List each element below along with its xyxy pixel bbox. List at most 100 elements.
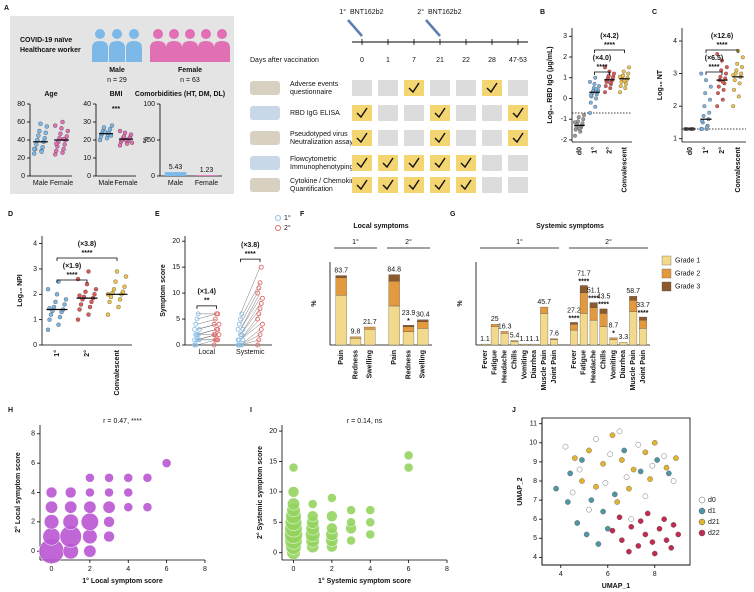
pair-line	[240, 303, 261, 335]
x-tick-label: 2°	[83, 350, 91, 357]
x-tick-label: 4	[559, 571, 563, 578]
y-tick-label: 8	[31, 431, 35, 438]
x-axis-title: UMAP_1	[602, 583, 631, 590]
y-tick-label: 9	[533, 459, 537, 466]
person-icon	[126, 41, 142, 62]
data-point	[77, 293, 82, 298]
x-tick-label: 2	[88, 566, 92, 573]
x-tick-label: Female	[195, 180, 218, 187]
data-point	[707, 110, 712, 115]
data-point	[122, 130, 128, 135]
x-tick-label: 6	[407, 566, 411, 573]
y-tick-label: 5	[533, 535, 537, 542]
data-point	[57, 314, 63, 320]
person-icon	[201, 29, 211, 39]
schedule-cell	[482, 177, 502, 193]
x-tick-label: 6	[165, 566, 169, 573]
fold-change: (×1.9)	[63, 263, 81, 270]
data-point	[708, 97, 712, 102]
legend-marker	[698, 529, 706, 537]
bar-segment	[639, 319, 647, 329]
data-point	[59, 126, 64, 131]
total-label: 33.7	[636, 302, 650, 309]
bubble	[327, 493, 337, 503]
legend-swatch	[661, 268, 672, 279]
check-mark	[408, 82, 420, 94]
y-tick-label: 3	[673, 70, 677, 77]
data-point	[116, 304, 121, 310]
data-point	[670, 522, 677, 528]
check-mark	[434, 179, 446, 191]
data-point	[60, 150, 65, 155]
fold-change: (×6.5)	[705, 55, 723, 62]
data-point	[63, 297, 69, 302]
total-label: 84.8	[387, 266, 401, 273]
bubble	[288, 462, 299, 473]
plot-frame	[541, 417, 691, 566]
dose-label: 2°	[417, 8, 424, 16]
data-point	[616, 428, 623, 435]
panel-label: G	[450, 211, 456, 218]
x-tick-label: 2°	[718, 147, 726, 154]
schedule-cell	[378, 105, 398, 121]
y-tick-label: 0	[563, 95, 567, 102]
data-point	[656, 525, 663, 532]
data-point	[239, 342, 245, 348]
bubble	[103, 516, 115, 528]
data-point	[62, 302, 67, 307]
data-point	[593, 436, 599, 442]
y-tick-label: 6	[31, 460, 35, 467]
fold-change: (×12.6)	[711, 33, 733, 40]
data-point	[212, 332, 218, 338]
bubble	[307, 499, 318, 509]
y-tick-label: 2	[563, 54, 567, 61]
data-point	[129, 140, 135, 145]
pair-line	[196, 313, 217, 320]
fold-change: (×1.4)	[198, 289, 216, 296]
bar-segment	[417, 321, 429, 329]
legend-marker	[275, 225, 281, 231]
total-label: 16.3	[498, 323, 512, 330]
day-label: 1	[386, 57, 390, 64]
comparison-bracket	[705, 49, 739, 53]
legend-label: d0	[708, 497, 716, 504]
bar-segment	[490, 324, 499, 327]
total-label: 7.6	[549, 331, 559, 338]
panel-label: J	[512, 407, 516, 414]
data-point	[109, 123, 115, 128]
data-point	[577, 126, 582, 131]
check-mark	[486, 82, 498, 94]
data-point	[628, 524, 635, 530]
data-point	[630, 466, 637, 473]
assay-label: Immunophenotyping	[290, 164, 354, 171]
bar-segment	[349, 338, 362, 346]
person-icon	[92, 41, 108, 62]
data-point	[40, 145, 45, 150]
data-point	[592, 82, 597, 86]
panel-label: H	[8, 407, 13, 414]
legend-marker	[698, 518, 706, 526]
x-tick-label: Headache	[591, 350, 598, 383]
bar-segment	[550, 338, 558, 340]
data-point	[651, 550, 658, 557]
data-point	[642, 449, 649, 456]
y-tick-label: 40	[17, 137, 25, 144]
data-point	[87, 304, 93, 310]
pair-line	[240, 329, 261, 346]
data-point	[576, 115, 581, 120]
bar-segment	[629, 311, 638, 346]
total-label: 3.3	[618, 334, 628, 341]
data-point	[86, 269, 91, 274]
data-point	[36, 133, 41, 138]
data-point	[594, 96, 598, 101]
panel-label: F	[300, 211, 305, 218]
panel-label: B	[540, 9, 545, 16]
y-tick-label: 2	[33, 291, 37, 298]
data-point	[215, 311, 221, 317]
assay-icon	[250, 156, 280, 170]
data-point	[34, 142, 39, 147]
comparison-bracket	[56, 257, 118, 261]
data-point	[121, 134, 127, 139]
data-point	[196, 337, 202, 343]
bar-segment	[609, 339, 618, 346]
